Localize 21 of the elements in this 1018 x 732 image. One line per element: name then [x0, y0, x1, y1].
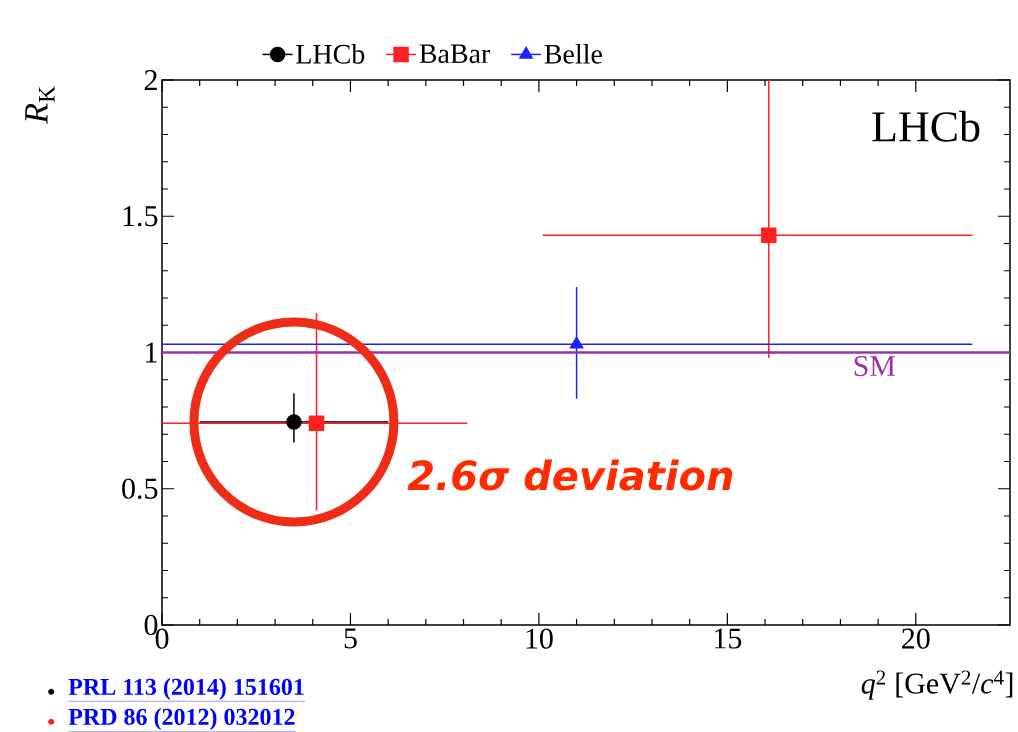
ref-line-label: SM [854, 356, 896, 377]
legend-label: Belle [544, 43, 602, 64]
legend-label: LHCb [296, 43, 365, 64]
x-tick-label: 20 [902, 628, 930, 649]
annotation: 2.6σ deviation [407, 459, 733, 491]
point [761, 227, 777, 244]
point [569, 336, 584, 349]
text: PRD 86 (2012) 032012 [68, 708, 295, 730]
y-tick-label: 2 [144, 70, 157, 90]
x-tick-label: 5 [344, 628, 357, 649]
annotation: LHCb [872, 110, 980, 142]
text: PRL 113 (2014) 151601 [68, 678, 304, 700]
y-tick-label: 1.5 [123, 206, 158, 227]
y-axis-title: R$_{K}$ [25, 86, 55, 124]
point [308, 415, 325, 432]
legend-label: BaBar [419, 44, 491, 64]
y-tick-label: 0.5 [122, 478, 158, 499]
x-axis-title: q$^{2}$ [GeV$^{2}$/c$^{4}$] [861, 670, 1013, 700]
x-tick-label: 15 [714, 628, 742, 649]
x-tick-label: 10 [526, 628, 553, 649]
y-tick-label: 1 [146, 342, 157, 363]
